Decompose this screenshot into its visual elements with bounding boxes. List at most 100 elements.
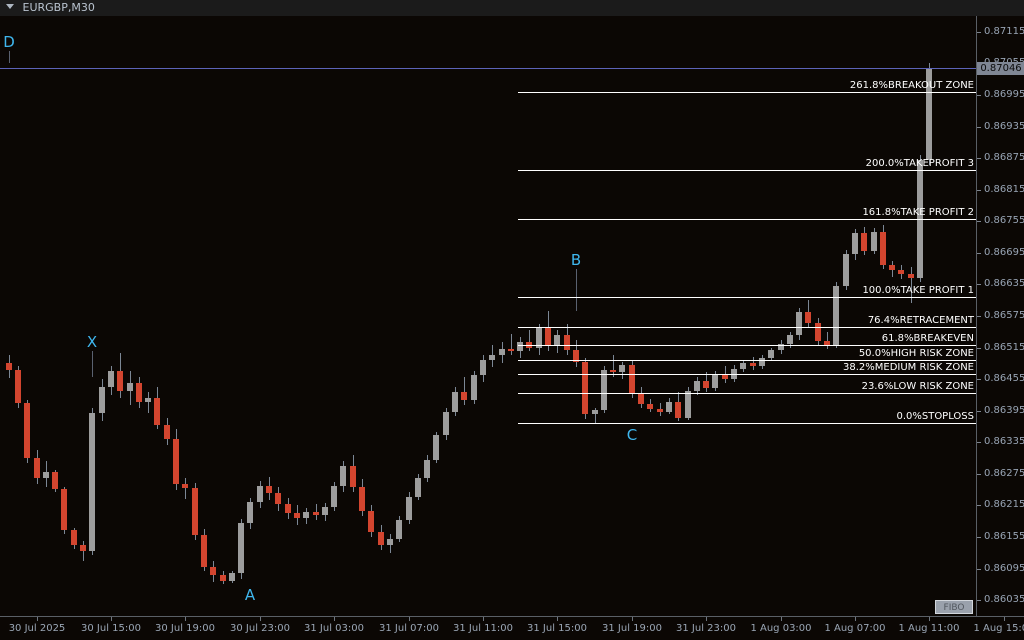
price-tick-label: 0.87115	[984, 26, 1024, 37]
candle-body	[740, 362, 746, 369]
candle-wick	[185, 477, 186, 499]
candle-body	[582, 361, 588, 415]
price-tick-mark	[977, 411, 981, 412]
price-tick-label: 0.86155	[984, 531, 1024, 542]
pivot-label-a: A	[244, 585, 256, 604]
price-tick-mark	[977, 32, 981, 33]
candle-body	[499, 349, 505, 356]
candle-body	[164, 424, 170, 439]
candle-body	[396, 519, 402, 539]
time-tick-mark	[111, 617, 112, 621]
candle-body	[759, 358, 765, 366]
candle-body	[861, 233, 867, 252]
time-tick-label: 31 Jul 15:00	[527, 623, 587, 634]
price-tick-label: 0.86995	[984, 89, 1024, 100]
time-tick-mark	[557, 617, 558, 621]
fibonacci-level-label: 0.0%STOPLOSS	[896, 411, 974, 422]
symbol-bar: EURGBP,M30	[0, 0, 1024, 16]
candle-body	[926, 68, 932, 160]
price-tick-label: 0.86875	[984, 152, 1024, 163]
candle-body	[406, 496, 412, 520]
price-tick-label: 0.86275	[984, 468, 1024, 479]
candle-wick	[464, 376, 465, 406]
candle-body	[145, 397, 151, 402]
candle-body	[238, 522, 244, 574]
time-tick-label: 31 Jul 23:00	[676, 623, 736, 634]
candle-body	[322, 507, 328, 516]
candle-body	[350, 466, 356, 488]
current-price-badge: 0.87046	[977, 62, 1024, 75]
fibonacci-level-label: 100.0%TAKE PROFIT 1	[862, 285, 974, 296]
fibonacci-level-line	[518, 170, 976, 171]
candle-body	[331, 486, 337, 508]
candle-body	[117, 371, 123, 392]
candle-body	[517, 342, 523, 352]
pivot-label-x: X	[86, 332, 98, 351]
time-tick-label: 31 Jul 07:00	[379, 623, 439, 634]
candle-body	[666, 401, 672, 413]
candle-body	[712, 375, 718, 389]
candle-body	[833, 286, 839, 345]
candle-body	[192, 488, 198, 536]
fibo-button[interactable]: FIBO	[935, 600, 973, 614]
time-tick-mark	[929, 617, 930, 621]
candle-body	[489, 355, 495, 360]
price-tick-mark	[977, 158, 981, 159]
candle-wick	[613, 355, 614, 377]
time-tick-label: 1 Aug 03:00	[750, 623, 812, 634]
candle-body	[43, 472, 49, 478]
candle-body	[471, 375, 477, 401]
candle-body	[34, 458, 40, 478]
price-tick-mark	[977, 537, 981, 538]
price-tick-label: 0.86935	[984, 121, 1024, 132]
candle-body	[871, 231, 877, 252]
candle-body	[424, 459, 430, 478]
candle-body	[796, 312, 802, 336]
chart-plot-area[interactable]: X A B C D 261.8%BREAKOUT ZONE 200.0%TAKEPROFI…	[0, 16, 976, 616]
price-tick-label: 0.86635	[984, 278, 1024, 289]
candle-body	[898, 270, 904, 274]
fibonacci-level-line	[518, 374, 976, 375]
price-tick-mark	[977, 190, 981, 191]
candle-body	[154, 397, 160, 425]
candle-body	[657, 409, 663, 413]
candle-wick	[148, 392, 149, 414]
candle-wick	[529, 330, 530, 352]
candle-body	[461, 392, 467, 401]
candle-body	[610, 370, 616, 373]
time-tick-mark	[855, 617, 856, 621]
fibonacci-level-line	[518, 393, 976, 394]
candle-body	[294, 513, 300, 518]
current-price-line	[0, 68, 976, 69]
fibonacci-level-label: 261.8%BREAKOUT ZONE	[849, 80, 974, 91]
time-tick-label: 30 Jul 19:00	[155, 623, 215, 634]
candle-body	[136, 382, 142, 402]
caret-down-icon[interactable]	[6, 4, 14, 9]
candle-body	[201, 535, 207, 568]
candle-body	[24, 402, 30, 459]
candle-body	[545, 328, 551, 346]
pivot-stem	[576, 268, 577, 311]
candle-body	[173, 438, 179, 485]
fibonacci-level-line	[518, 297, 976, 298]
candle-body	[433, 435, 439, 460]
candle-body	[750, 362, 756, 366]
candle-body	[480, 359, 486, 376]
price-tick-label: 0.86395	[984, 405, 1024, 416]
price-axis[interactable]: 0.871150.870550.869950.869350.868750.868…	[976, 16, 1024, 616]
time-tick-mark	[1004, 617, 1005, 621]
time-axis[interactable]: 30 Jul 2025 30 Jul 15:00 30 Jul 19:00 30 Ju…	[0, 616, 1024, 640]
price-tick-mark	[977, 600, 981, 601]
time-tick-mark	[706, 617, 707, 621]
pivot-label-b: B	[570, 250, 582, 269]
candle-body	[722, 375, 728, 380]
time-tick-mark	[409, 617, 410, 621]
fibonacci-level-line	[518, 219, 976, 220]
fibonacci-level-line	[518, 423, 976, 424]
fibonacci-level-label: 23.6%LOW RISK ZONE	[861, 381, 974, 392]
price-tick-mark	[977, 379, 981, 380]
candle-body	[275, 493, 281, 504]
candle-body	[601, 370, 607, 411]
price-tick-label: 0.86515	[984, 342, 1024, 353]
